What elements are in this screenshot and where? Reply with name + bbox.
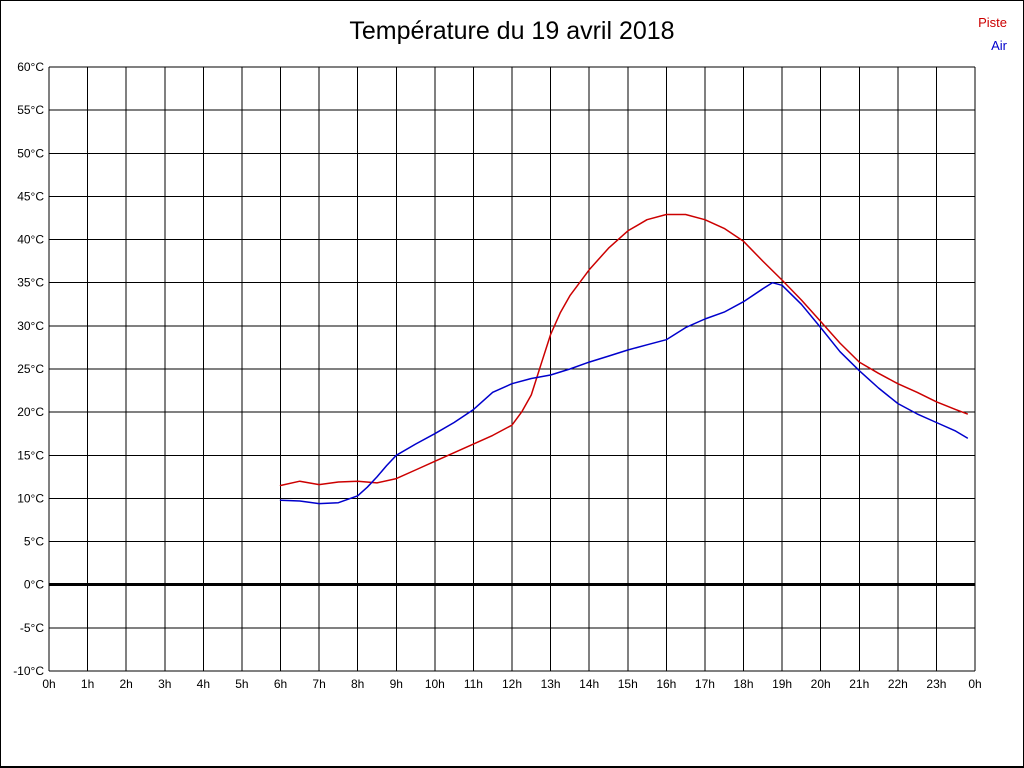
- y-axis-label: 5°C: [24, 535, 44, 549]
- x-axis-label: 4h: [197, 677, 210, 691]
- y-axis-label: 10°C: [17, 491, 44, 505]
- x-axis-label: 6h: [274, 677, 287, 691]
- series-line-air: [279, 281, 969, 505]
- y-axis-label: 40°C: [17, 233, 44, 247]
- x-axis-label: 18h: [733, 677, 753, 691]
- x-axis-label: 13h: [541, 677, 561, 691]
- x-axis-label: 22h: [888, 677, 908, 691]
- y-axis-label: 35°C: [17, 276, 44, 290]
- x-axis-label: 20h: [811, 677, 831, 691]
- legend-air: Air: [991, 38, 1007, 53]
- x-axis-label: 2h: [119, 677, 132, 691]
- y-axis-label: 15°C: [17, 448, 44, 462]
- x-axis-label: 11h: [464, 677, 483, 691]
- x-axis-label: 17h: [695, 677, 715, 691]
- series-line-piste: [279, 213, 969, 487]
- y-axis-label: 25°C: [17, 362, 44, 376]
- x-axis-label: 23h: [926, 677, 946, 691]
- y-axis-label: 30°C: [17, 319, 44, 333]
- x-axis-label: 15h: [618, 677, 638, 691]
- y-axis-label: 45°C: [17, 189, 44, 203]
- y-axis-label: 20°C: [17, 405, 44, 419]
- y-axis-label: 50°C: [17, 146, 44, 160]
- x-axis-label: 0h: [42, 677, 55, 691]
- x-axis-label: 8h: [351, 677, 364, 691]
- legend-piste: Piste: [978, 15, 1007, 30]
- chart-title: Température du 19 avril 2018: [349, 17, 675, 45]
- x-axis-label: 5h: [235, 677, 248, 691]
- x-axis-label: 7h: [312, 677, 325, 691]
- x-axis-label: 0h: [968, 677, 981, 691]
- x-axis-label: 1h: [81, 677, 94, 691]
- y-axis-label: -10°C: [13, 664, 44, 678]
- x-axis-label: 9h: [390, 677, 403, 691]
- x-axis-label: 16h: [656, 677, 676, 691]
- x-axis-label: 19h: [772, 677, 792, 691]
- y-axis-label: 60°C: [17, 60, 44, 74]
- x-axis-label: 10h: [425, 677, 445, 691]
- x-axis-label: 12h: [502, 677, 522, 691]
- y-axis-label: 55°C: [17, 103, 44, 117]
- x-axis-label: 21h: [849, 677, 869, 691]
- x-axis-label: 3h: [158, 677, 171, 691]
- x-axis-label: 14h: [579, 677, 599, 691]
- y-axis-label: -5°C: [20, 621, 44, 635]
- chart-legend: Piste Air: [978, 11, 1007, 57]
- y-axis-label: 0°C: [24, 578, 44, 592]
